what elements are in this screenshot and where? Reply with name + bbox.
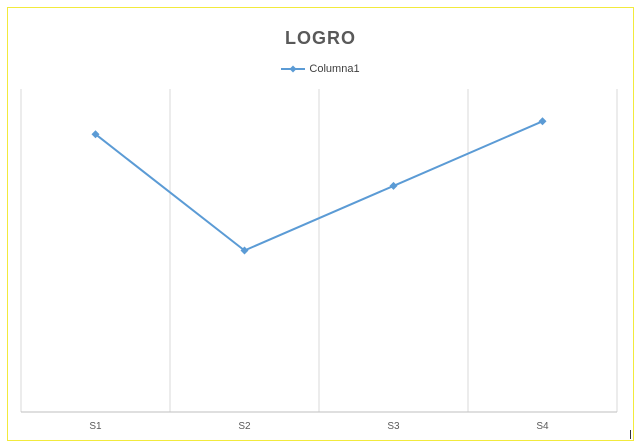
data-point [91,130,100,139]
x-tick-label: S4 [536,421,549,432]
x-tick-label: S3 [387,421,400,432]
x-tick-labels: S1 S2 S3 S4 [89,421,549,432]
x-tick-label: S2 [238,421,251,432]
legend-series-label: Columna1 [309,63,360,75]
chart-title: LOGRO [285,28,356,48]
legend: Columna1 [8,63,633,75]
data-point [240,246,249,255]
series-columna1 [91,117,547,255]
series-line [94,120,543,252]
data-point [538,117,547,126]
corner-mark [630,430,634,439]
data-point [389,181,398,190]
chart-area: LOGRO Columna1 [7,7,634,441]
x-tick-label: S1 [89,421,102,432]
grid-lines [20,89,618,412]
legend-series-marker [281,65,306,73]
